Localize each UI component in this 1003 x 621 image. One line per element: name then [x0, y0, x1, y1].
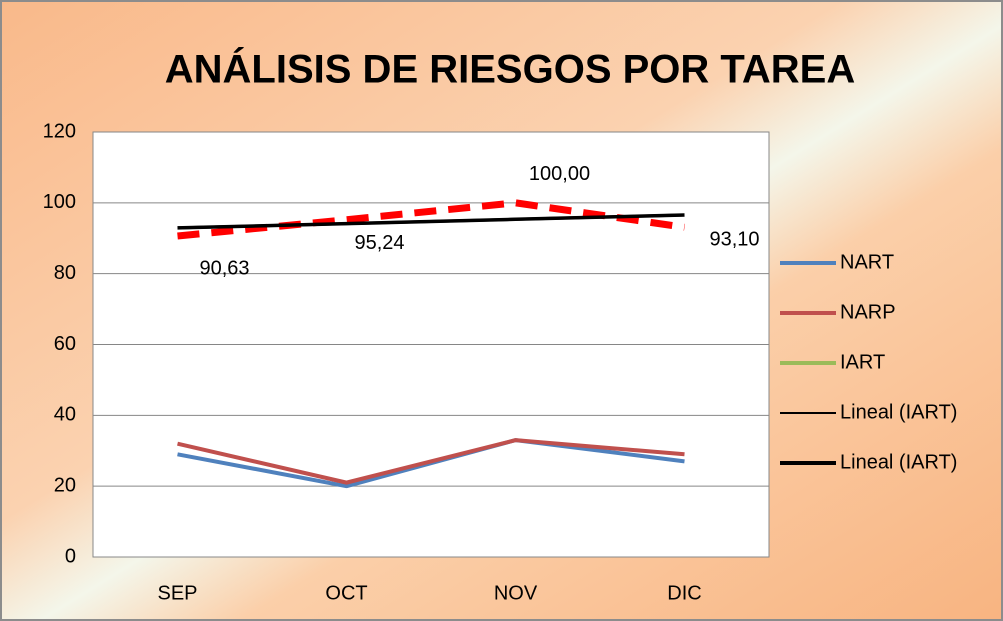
legend-label: IART — [840, 351, 885, 373]
data-label: 95,24 — [354, 232, 404, 254]
legend-label: NARP — [840, 301, 896, 323]
legend-label: Lineal (IART) — [840, 401, 957, 423]
data-label: 90,63 — [199, 257, 249, 279]
legend-label: Lineal (IART) — [840, 451, 957, 473]
x-tick-label: OCT — [325, 582, 367, 604]
chart-title: ANÁLISIS DE RIESGOS POR TAREA — [165, 47, 855, 92]
data-label: 100,00 — [529, 163, 590, 185]
y-tick-label: 0 — [65, 545, 76, 567]
y-tick-label: 100 — [43, 191, 76, 213]
y-tick-label: 80 — [54, 262, 76, 284]
x-tick-label: SEP — [157, 582, 197, 604]
y-tick-label: 60 — [54, 333, 76, 355]
data-label: 93,10 — [709, 229, 759, 251]
legend-label: NART — [840, 251, 894, 273]
series-line — [177, 438, 685, 485]
x-tick-label: DIC — [667, 582, 701, 604]
y-tick-label: 120 — [43, 120, 76, 142]
y-tick-label: 20 — [54, 474, 76, 496]
y-tick-label: 40 — [54, 404, 76, 426]
series-line — [177, 199, 686, 240]
x-tick-label: NOV — [494, 582, 538, 604]
series-line — [177, 213, 685, 230]
